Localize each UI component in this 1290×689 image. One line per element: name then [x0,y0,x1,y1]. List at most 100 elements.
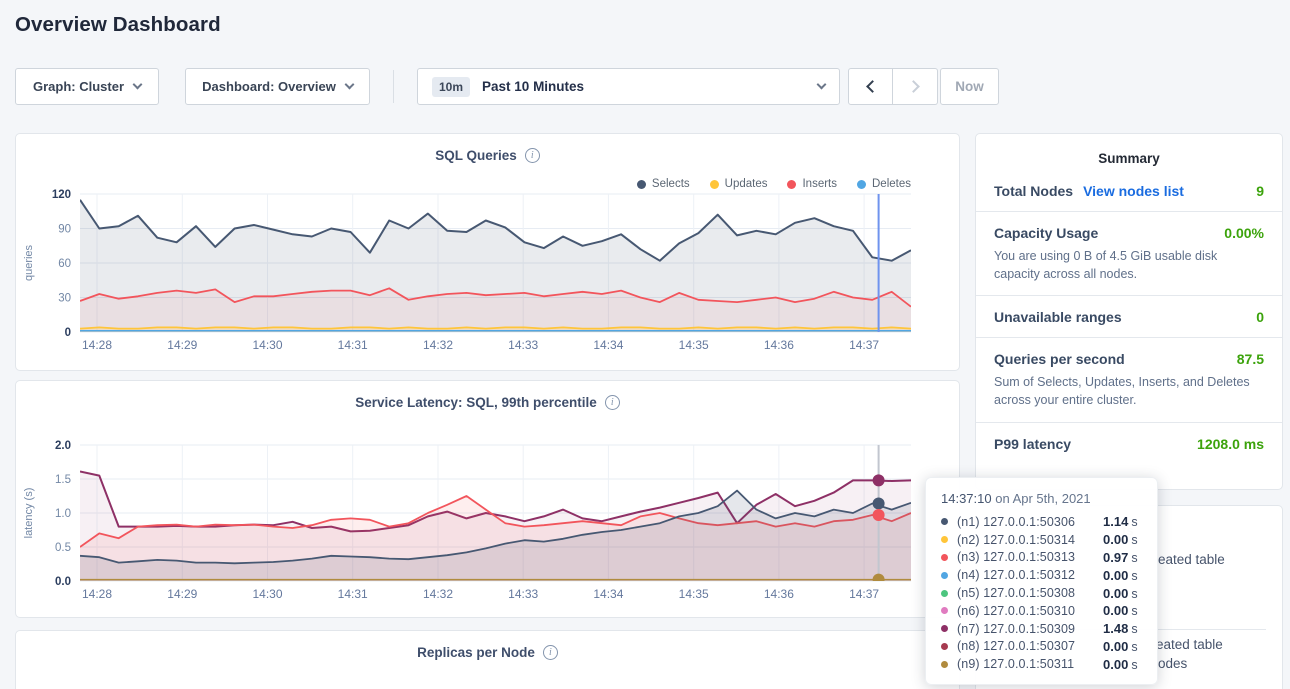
node-color-dot-icon [941,643,948,650]
tooltip-node-row: (n7) 127.0.0.1:503091.48s [941,620,1144,638]
toolbar-divider [393,70,394,103]
svg-text:2.0: 2.0 [55,440,71,452]
sql-queries-card: SQL Queries i SelectsUpdatesInsertsDelet… [15,133,960,371]
svg-text:0.5: 0.5 [55,542,71,554]
info-icon[interactable]: i [543,645,558,660]
tooltip-timestamp: 14:37:10 on Apr 5th, 2021 [941,491,1144,506]
svg-text:120: 120 [52,189,71,201]
svg-text:30: 30 [58,293,71,305]
replicas-per-node-card: Replicas per Node i [15,630,960,689]
tooltip-node-row: (n2) 127.0.0.1:503140.00s [941,531,1144,549]
chart-title: Service Latency: SQL, 99th percentile [355,395,597,410]
view-nodes-list-link[interactable]: View nodes list [1083,183,1184,199]
qps-label: Queries per second [994,351,1125,367]
svg-text:14:33: 14:33 [508,587,538,601]
p99-latency-value: 1208.0 ms [1197,436,1264,452]
sql-queries-chart[interactable]: 030609012014:2814:2914:3014:3114:3214:33… [16,186,959,362]
service-latency-card: Service Latency: SQL, 99th percentile i … [15,380,960,618]
graph-scope-dropdown[interactable]: Graph: Cluster [15,68,159,105]
svg-text:0: 0 [65,327,71,339]
qps-value: 87.5 [1237,351,1264,367]
node-color-dot-icon [941,661,948,668]
chart-title: Replicas per Node [417,645,535,660]
capacity-description: You are using 0 B of 4.5 GiB usable disk… [994,247,1264,283]
dashboard-label: Dashboard: Overview [202,79,336,94]
chart-title: SQL Queries [435,148,517,163]
event-text-fragment: odes [1158,656,1187,671]
svg-text:0.0: 0.0 [55,576,71,588]
event-text-fragment: eated table [1156,637,1223,652]
chevron-down-icon [133,80,143,90]
node-color-dot-icon [941,518,948,525]
svg-text:14:29: 14:29 [167,338,197,352]
dashboard-dropdown[interactable]: Dashboard: Overview [185,68,370,105]
capacity-value: 0.00% [1224,225,1264,241]
info-icon[interactable]: i [605,395,620,410]
tooltip-node-row: (n8) 127.0.0.1:503070.00s [941,638,1144,656]
svg-text:14:36: 14:36 [764,587,794,601]
tooltip-node-row: (n9) 127.0.0.1:503110.00s [941,655,1144,673]
time-range-picker[interactable]: 10m Past 10 Minutes [417,68,840,105]
summary-row-qps: Queries per second 87.5 Sum of Selects, … [976,337,1282,421]
node-color-dot-icon [941,625,948,632]
svg-text:1.5: 1.5 [55,474,71,486]
tooltip-time: 14:37:10 [941,491,992,506]
p99-latency-label: P99 latency [994,436,1071,452]
tooltip-node-row: (n3) 127.0.0.1:503130.97s [941,549,1144,567]
svg-text:14:36: 14:36 [764,338,794,352]
svg-text:latency (s): latency (s) [23,488,35,539]
chevron-left-icon [866,80,879,93]
tooltip-node-row: (n1) 127.0.0.1:503061.14s [941,513,1144,531]
summary-title: Summary [976,134,1282,170]
tooltip-date: on Apr 5th, 2021 [995,491,1090,506]
time-prev-button[interactable] [848,68,893,105]
svg-text:14:31: 14:31 [338,338,368,352]
svg-text:14:29: 14:29 [167,587,197,601]
svg-text:14:37: 14:37 [849,587,879,601]
time-range-label: Past 10 Minutes [482,79,818,94]
svg-text:queries: queries [23,244,35,281]
info-icon[interactable]: i [525,148,540,163]
total-nodes-label: Total Nodes [994,183,1073,199]
chevron-down-icon [344,80,354,90]
node-color-dot-icon [941,607,948,614]
unavailable-ranges-label: Unavailable ranges [994,309,1122,325]
time-next-button[interactable] [893,68,938,105]
capacity-label: Capacity Usage [994,225,1098,241]
qps-description: Sum of Selects, Updates, Inserts, and De… [994,373,1264,409]
page-title: Overview Dashboard [15,13,221,37]
chevron-right-icon [907,80,920,93]
now-button[interactable]: Now [940,68,999,105]
svg-text:14:32: 14:32 [423,587,453,601]
svg-text:14:33: 14:33 [508,338,538,352]
svg-text:14:31: 14:31 [338,587,368,601]
svg-text:14:34: 14:34 [593,338,623,352]
summary-panel: Summary Total Nodes View nodes list 9 Ca… [975,133,1283,490]
svg-text:14:30: 14:30 [252,338,282,352]
node-color-dot-icon [941,554,948,561]
overview-dashboard-page: Overview Dashboard Graph: Cluster Dashbo… [0,0,1290,689]
svg-text:14:37: 14:37 [849,338,879,352]
node-color-dot-icon [941,572,948,579]
summary-row-p99: P99 latency 1208.0 ms [976,422,1282,464]
tooltip-node-row: (n6) 127.0.0.1:503100.00s [941,602,1144,620]
service-latency-chart[interactable]: 0.00.51.01.52.014:2814:2914:3014:3114:32… [16,423,959,619]
svg-text:90: 90 [58,224,71,236]
summary-row-total-nodes: Total Nodes View nodes list 9 [976,170,1282,211]
time-nav-buttons [848,68,938,105]
svg-text:14:30: 14:30 [252,587,282,601]
svg-text:14:35: 14:35 [679,338,709,352]
tooltip-node-rows: (n1) 127.0.0.1:503061.14s(n2) 127.0.0.1:… [941,513,1144,673]
chevron-down-icon [817,80,827,90]
node-color-dot-icon [941,590,948,597]
unavailable-ranges-value: 0 [1256,309,1264,325]
time-range-badge: 10m [432,77,470,97]
tooltip-node-row: (n4) 127.0.0.1:503120.00s [941,566,1144,584]
total-nodes-value: 9 [1256,183,1264,199]
svg-text:60: 60 [58,258,71,270]
tooltip-node-row: (n5) 127.0.0.1:503080.00s [941,584,1144,602]
svg-text:14:28: 14:28 [82,338,112,352]
event-text-fragment: eated table [1158,552,1225,567]
node-color-dot-icon [941,536,948,543]
summary-row-unavailable-ranges: Unavailable ranges 0 [976,295,1282,337]
